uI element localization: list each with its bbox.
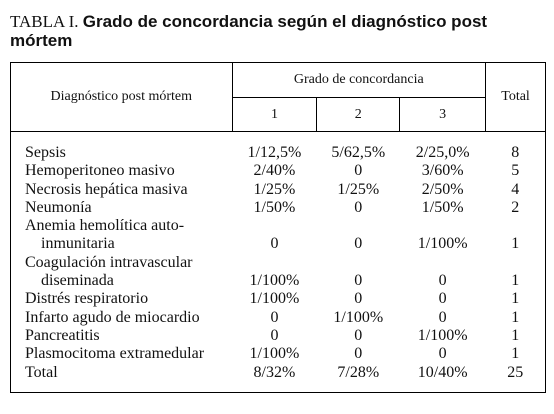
label-line: diseminada	[41, 272, 114, 290]
cell: 1/50%	[253, 198, 296, 216]
label-line: Plasmocitoma extramedular	[25, 345, 205, 363]
title-text: Grado de concordancia según el diagnósti…	[10, 12, 488, 50]
table-row: Sepsis 1/12,5% 5/62,5% 2/25,0% 8	[11, 132, 546, 163]
row-label: Infarto agudo de miocardio	[11, 309, 233, 327]
table-row: Pancreatitis 0 0 1/100% 1	[11, 327, 546, 345]
cell: 1	[511, 290, 520, 308]
header-cell: Diagnóstico post mórtem	[10, 62, 233, 132]
cell: 0	[354, 198, 363, 216]
row-label: Pancreatitis	[11, 327, 233, 345]
label-line: Coagulación intravascular	[25, 253, 193, 271]
cell: 0	[270, 235, 279, 253]
cell: 0	[270, 326, 279, 344]
row-label: Distrés respiratorio	[11, 290, 233, 308]
header-cell: 2	[316, 97, 401, 132]
cell: 1/100%	[249, 272, 300, 290]
header-cell: 3	[399, 97, 487, 132]
label-line: Necrosis hepática masiva	[25, 180, 188, 198]
cell: 8	[511, 144, 520, 161]
cell: 1	[511, 308, 520, 326]
table-row: Neumonía 1/50% 0 1/50% 2	[11, 199, 546, 217]
table-row: Total 8/32% 7/28% 10/40% 25	[11, 364, 546, 393]
table-header: Diagnóstico post mórtem Grado de concord…	[10, 62, 546, 132]
cell: 3/60%	[421, 162, 464, 180]
cell: 0	[438, 308, 447, 326]
header-cell: Total	[485, 62, 546, 132]
label-line: Pancreatitis	[25, 326, 100, 344]
cell: 10/40%	[417, 363, 468, 381]
cell: 1/100%	[417, 235, 468, 253]
cell: 2/25,0%	[415, 144, 470, 161]
cell: 1	[511, 345, 520, 363]
header-cell: 1	[231, 97, 318, 132]
label-line: Total	[25, 363, 58, 381]
cell: 2/50%	[421, 180, 464, 198]
table-row: Coagulación intravascular diseminada 1/100…	[11, 254, 546, 291]
cell: 4	[511, 180, 520, 198]
label-line: inmunitaria	[41, 235, 115, 253]
cell: 5/62,5%	[331, 144, 386, 161]
row-label: Necrosis hepática masiva	[11, 181, 233, 199]
table-row: Plasmocitoma extramedular 1/100% 0 0 1	[11, 345, 546, 363]
label-line: Infarto agudo de miocardio	[25, 308, 200, 326]
cell: 0	[354, 345, 363, 363]
row-label: Plasmocitoma extramedular	[11, 345, 233, 363]
label-line: Anemia hemolítica auto-	[25, 217, 185, 235]
cell: 1/50%	[421, 198, 464, 216]
row-label: Total	[11, 364, 233, 393]
cell: 1/100%	[249, 345, 300, 363]
row-label: Hemoperitoneo masivo	[11, 162, 233, 180]
row-label: Anemia hemolítica auto-inmunitaria	[11, 217, 233, 254]
table-row: Necrosis hepática masiva 1/25% 1/25% 2/50% 4	[11, 181, 546, 199]
label-line: Hemoperitoneo masivo	[25, 162, 175, 180]
cell: 0	[438, 290, 447, 308]
cell: 1/100%	[249, 290, 300, 308]
cell: 1/100%	[417, 326, 468, 344]
table-title: TABLA I. Grado de concordancia según el …	[10, 12, 530, 50]
label-line: Sepsis	[25, 144, 66, 161]
cell: 1/25%	[253, 180, 296, 198]
label-line: Distrés respiratorio	[25, 290, 149, 308]
cell: 1/100%	[333, 308, 384, 326]
title-label: TABLA I.	[10, 12, 79, 31]
row-label: Neumonía	[11, 199, 233, 217]
cell: 0	[438, 345, 447, 363]
cell: 8/32%	[253, 363, 296, 381]
cell: 2/40%	[253, 162, 296, 180]
table: Diagnóstico post mórtem Grado de concord…	[10, 62, 546, 393]
cell: 25	[507, 363, 524, 381]
cell: 7/28%	[337, 363, 380, 381]
cell: 1	[511, 326, 520, 344]
cell: 1	[511, 272, 520, 290]
table-row: Infarto agudo de miocardio 0 1/100% 0 1	[11, 309, 546, 327]
cell: 0	[354, 162, 363, 180]
label-line: Neumonía	[25, 198, 92, 216]
cell: 0	[354, 290, 363, 308]
cell: 1/25%	[337, 180, 380, 198]
table-row: Distrés respiratorio 1/100% 0 0 1	[11, 290, 546, 308]
cell: 0	[354, 326, 363, 344]
cell: 0	[354, 272, 363, 290]
cell: 1/12,5%	[247, 144, 302, 161]
row-label: Coagulación intravascular diseminada	[11, 254, 233, 291]
cell: 5	[511, 162, 520, 180]
cell: 0	[270, 308, 279, 326]
cell: 1	[511, 235, 520, 253]
header-cell: Grado de concordancia	[231, 62, 487, 98]
cell: 0	[438, 272, 447, 290]
row-label: Sepsis	[11, 132, 233, 163]
cell: 0	[354, 235, 363, 253]
table-row: Hemoperitoneo masivo 2/40% 0 3/60% 5	[11, 162, 546, 180]
cell: 2	[511, 198, 520, 216]
table-row: Anemia hemolítica auto-inmunitaria 0 0 1/10…	[11, 217, 546, 254]
